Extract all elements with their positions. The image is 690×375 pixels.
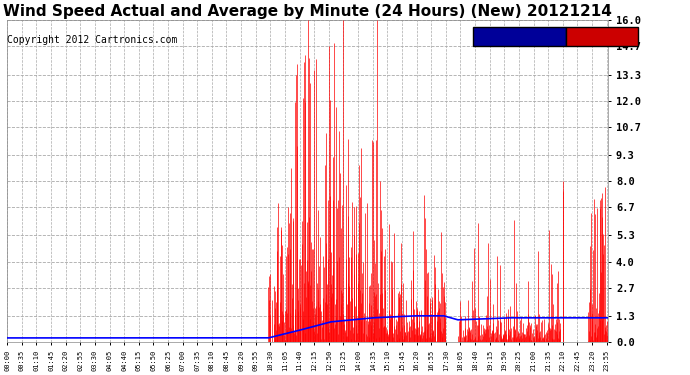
- Text: Average  (mph): Average (mph): [476, 32, 546, 41]
- Text: Copyright 2012 Cartronics.com: Copyright 2012 Cartronics.com: [7, 35, 177, 45]
- Text: Wind  (mph): Wind (mph): [569, 32, 624, 41]
- Title: Wind Speed Actual and Average by Minute (24 Hours) (New) 20121214: Wind Speed Actual and Average by Minute …: [3, 4, 612, 19]
